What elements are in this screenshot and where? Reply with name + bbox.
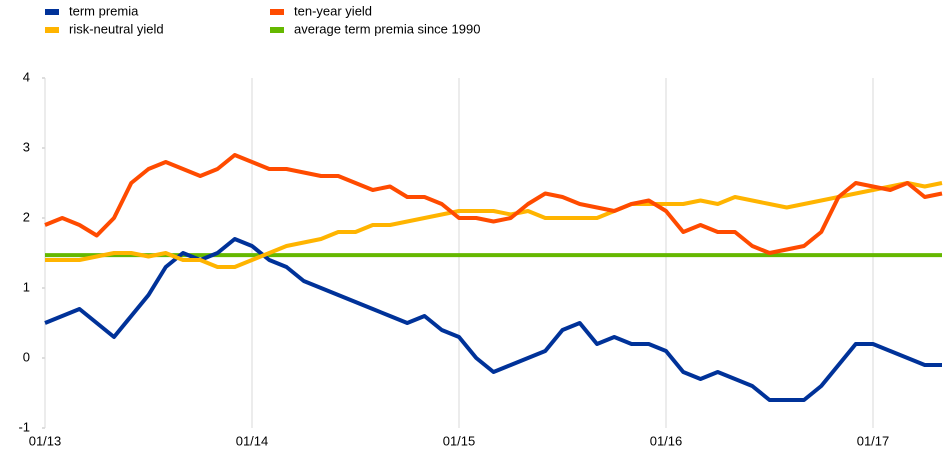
x-tick-label: 01/14 (236, 433, 269, 448)
x-tick-label: 01/16 (650, 433, 683, 448)
legend-label: risk-neutral yield (69, 21, 164, 36)
x-tick-label: 01/13 (29, 433, 62, 448)
series-line (44, 237, 942, 402)
y-tick-label: 2 (23, 209, 30, 224)
legend-swatch (270, 9, 284, 15)
series-line (45, 181, 943, 269)
y-tick-label: 3 (23, 139, 30, 154)
series-line (44, 153, 943, 255)
legend-label: term premia (69, 3, 139, 18)
x-tick-label: 01/17 (857, 433, 890, 448)
legend-label: average term premia since 1990 (294, 21, 480, 36)
legend-swatch (45, 9, 59, 15)
legend-swatch (45, 27, 59, 33)
y-tick-label: 1 (23, 279, 30, 294)
legend-swatch (270, 27, 284, 33)
y-tick-label: 0 (23, 349, 30, 364)
legend-label: ten-year yield (294, 3, 372, 18)
y-tick-label: 4 (23, 69, 30, 84)
x-tick-label: 01/15 (443, 433, 476, 448)
y-tick-label: -1 (18, 419, 30, 434)
